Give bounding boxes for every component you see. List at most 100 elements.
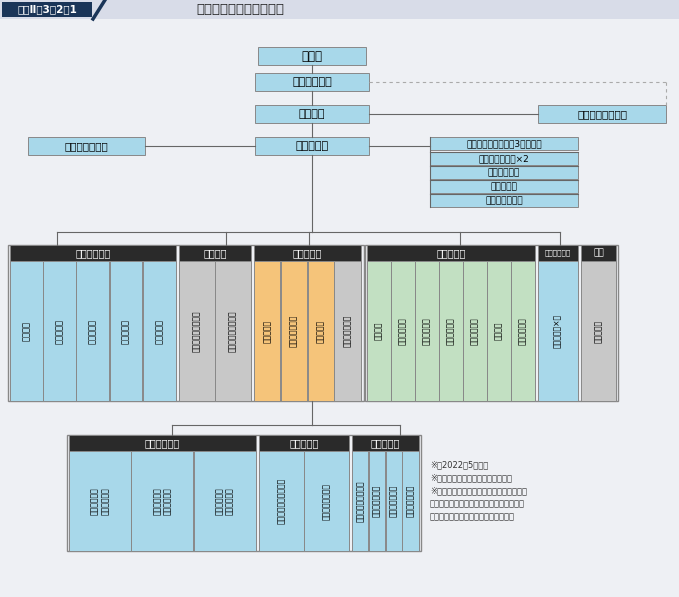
Text: 防衛会議: 防衛会議	[374, 322, 383, 340]
Text: 防衛監察本部: 防衛監察本部	[518, 317, 528, 345]
Text: 国家安全保障会議: 国家安全保障会議	[577, 109, 627, 119]
Bar	[430, 166, 578, 179]
Bar	[308, 261, 334, 401]
Text: 防衛大学校: 防衛大学校	[316, 319, 325, 343]
Text: 地方支分部局: 地方支分部局	[545, 250, 571, 256]
Text: 陸上幕僚監部: 陸上幕僚監部	[422, 317, 431, 345]
Text: 防衛医科大学校: 防衛医科大学校	[289, 315, 298, 347]
Bar	[430, 152, 578, 165]
Text: 防衛装備庁: 防衛装備庁	[593, 319, 603, 343]
Text: 防衛副大臣: 防衛副大臣	[295, 141, 329, 151]
Text: ※　2022年5月時点: ※ 2022年5月時点	[430, 460, 488, 469]
Text: 自衛隊中央病院: 自衛隊中央病院	[372, 485, 382, 517]
Bar	[511, 261, 534, 401]
Text: び「共同の機関」は、国家行政組織法: び「共同の機関」は、国家行政組織法	[430, 499, 525, 508]
Text: 統合幕僚監部: 統合幕僚監部	[399, 317, 407, 345]
Text: 自衛隊地区病院: 自衛隊地区病院	[406, 485, 415, 517]
Bar	[538, 245, 578, 261]
Text: 情報本部: 情報本部	[494, 322, 503, 340]
Bar	[581, 245, 616, 261]
Text: 海上幕僚監部: 海上幕僚監部	[446, 317, 455, 345]
Bar	[67, 435, 421, 551]
Bar	[254, 261, 280, 401]
Text: 自衛隊サイバー防衛隊: 自衛隊サイバー防衛隊	[277, 478, 286, 524]
Bar	[109, 261, 143, 401]
Bar	[538, 261, 578, 401]
Bar	[69, 435, 256, 451]
Text: 航空幕僚監部: 航空幕僚監部	[471, 317, 479, 345]
Text: 防衛審議官: 防衛審議官	[490, 182, 517, 191]
Bar	[255, 137, 369, 155]
Text: 本省内部部局: 本省内部部局	[75, 248, 111, 258]
Text: ※　臨時又は特例で置くものを除く: ※ 臨時又は特例で置くものを除く	[430, 473, 512, 482]
Bar	[254, 245, 361, 261]
Bar	[581, 261, 615, 401]
Bar	[391, 261, 414, 401]
Bar	[430, 137, 578, 150]
Text: 共同の部隊: 共同の部隊	[289, 438, 318, 448]
Text: 防衛人事審議会: 防衛人事審議会	[343, 315, 352, 347]
Bar	[10, 261, 43, 401]
Text: 防衛省・自衛隊の組織図: 防衛省・自衛隊の組織図	[196, 3, 284, 16]
Bar	[365, 245, 618, 401]
Bar	[143, 261, 175, 401]
Text: 防衛研究所: 防衛研究所	[263, 319, 272, 343]
Bar	[430, 194, 578, 207]
Bar	[386, 451, 402, 551]
Bar	[259, 435, 349, 451]
Bar	[43, 261, 76, 401]
Bar	[258, 47, 366, 65]
Bar	[194, 451, 255, 551]
Text: 防衛大臣秘書官: 防衛大臣秘書官	[485, 196, 523, 205]
Text: 特別の機関: 特別の機関	[437, 248, 466, 258]
Text: 施設等機関: 施設等機関	[293, 248, 323, 258]
Bar	[439, 261, 462, 401]
Text: 防衛大臣政策参与（3人以内）: 防衛大臣政策参与（3人以内）	[466, 139, 542, 148]
Text: 審議会等: 審議会等	[203, 248, 227, 258]
Text: 自衛隊情報保全隊: 自衛隊情報保全隊	[322, 482, 331, 519]
Bar	[352, 435, 419, 451]
Bar	[179, 245, 251, 261]
Text: 内　閣: 内 閣	[301, 50, 323, 63]
Bar	[402, 451, 418, 551]
Text: 大臣官房: 大臣官房	[22, 321, 31, 341]
Bar	[255, 105, 369, 123]
Text: 上の「特別の機関」に整理される: 上の「特別の機関」に整理される	[430, 512, 515, 521]
Text: 内閣総理大臣: 内閣総理大臣	[292, 77, 332, 87]
Text: 自衛隊体育学校: 自衛隊体育学校	[389, 485, 398, 517]
Text: 防衛施設中央審議会: 防衛施設中央審議会	[192, 310, 201, 352]
Bar	[0, 0, 679, 19]
Bar	[304, 451, 348, 551]
Text: 防衛大臣政務官×2: 防衛大臣政務官×2	[479, 154, 530, 163]
Bar	[8, 245, 364, 401]
Text: 部隊及び機関: 部隊及び機関	[145, 438, 180, 448]
Text: 地方防衛局×８: 地方防衛局×８	[553, 314, 562, 348]
Bar	[10, 245, 176, 261]
Bar	[334, 261, 361, 401]
Bar	[179, 261, 215, 401]
Bar	[77, 261, 109, 401]
Bar	[28, 137, 145, 155]
Bar	[415, 261, 439, 401]
Bar	[352, 451, 368, 551]
Bar	[2, 2, 92, 17]
Bar	[69, 451, 131, 551]
Bar	[280, 261, 307, 401]
Text: 航空自衛隊の
部隊及び機関: 航空自衛隊の 部隊及び機関	[215, 487, 234, 515]
Bar	[255, 73, 369, 91]
Text: 防衛政策局: 防衛政策局	[55, 319, 64, 343]
Text: 防衛事務次官: 防衛事務次官	[488, 168, 520, 177]
Text: 自衛隊地方協力本部: 自衛隊地方協力本部	[356, 480, 365, 522]
Bar	[131, 451, 193, 551]
Text: 防衛大臣: 防衛大臣	[299, 109, 325, 119]
Bar	[369, 451, 385, 551]
Bar	[430, 180, 578, 193]
Bar	[367, 245, 535, 261]
Bar	[215, 261, 251, 401]
Text: 海上自衛隊の
部隊及び機関: 海上自衛隊の 部隊及び機関	[153, 487, 172, 515]
Text: 外局: 外局	[593, 248, 604, 257]
Text: 陸上自衛隊の
部隊及び機関: 陸上自衛隊の 部隊及び機関	[90, 487, 109, 515]
Text: ※　「部隊及び機関」、「共同の部隊」及: ※ 「部隊及び機関」、「共同の部隊」及	[430, 486, 527, 495]
Bar	[259, 451, 304, 551]
Bar	[463, 261, 486, 401]
